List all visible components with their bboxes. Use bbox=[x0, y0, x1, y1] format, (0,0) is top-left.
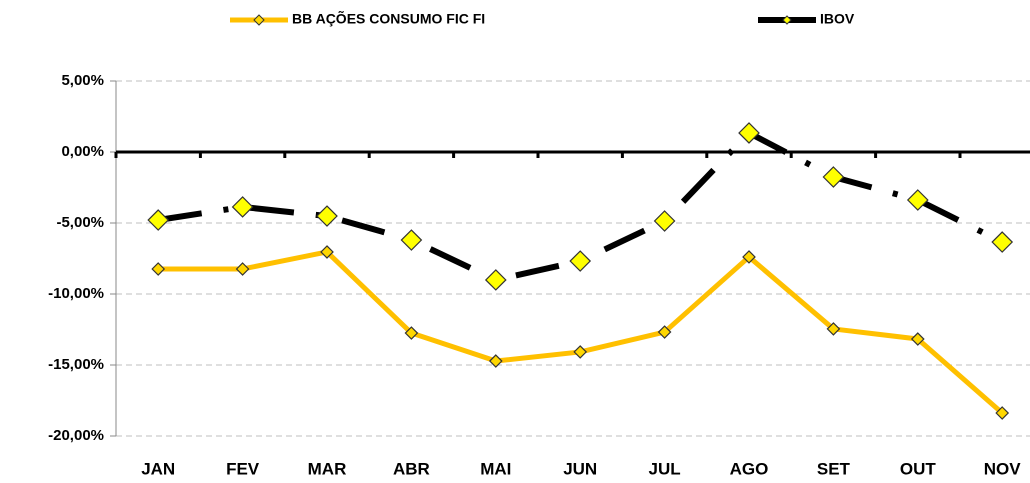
x-tick-label: ABR bbox=[393, 459, 430, 478]
marker bbox=[573, 345, 588, 359]
x-tick-label: JUN bbox=[563, 459, 597, 478]
x-tick-label: NOV bbox=[984, 459, 1022, 478]
marker bbox=[653, 210, 676, 232]
y-tick-label: -15,00% bbox=[48, 356, 104, 373]
marker bbox=[657, 325, 672, 339]
series-line bbox=[158, 249, 1004, 415]
marker bbox=[826, 322, 841, 336]
y-tick-label: 5,00% bbox=[61, 72, 104, 89]
legend-label: IBOV bbox=[820, 11, 855, 27]
x-tick-label: JAN bbox=[141, 459, 175, 478]
marker bbox=[404, 326, 419, 340]
y-tick-label: -20,00% bbox=[48, 427, 104, 444]
x-tick-label: JUL bbox=[649, 459, 681, 478]
x-tick-label: MAI bbox=[480, 459, 511, 478]
legend-label: BB AÇÕES CONSUMO FIC FI bbox=[292, 10, 485, 27]
marker bbox=[320, 245, 334, 259]
x-tick-label: OUT bbox=[900, 459, 937, 478]
marker bbox=[400, 229, 423, 251]
marker bbox=[822, 166, 845, 188]
marker bbox=[906, 189, 929, 211]
marker bbox=[484, 269, 507, 291]
x-tick-label: MAR bbox=[308, 459, 347, 478]
x-tick-label: SET bbox=[817, 459, 851, 478]
marker bbox=[231, 196, 254, 218]
x-tick-label: FEV bbox=[226, 459, 260, 478]
marker bbox=[742, 250, 756, 264]
marker bbox=[316, 205, 338, 227]
y-tick-label: -5,00% bbox=[56, 214, 104, 231]
marker bbox=[235, 262, 250, 276]
y-tick-label: -10,00% bbox=[48, 285, 104, 302]
marker bbox=[991, 231, 1014, 253]
legend-marker bbox=[782, 15, 792, 25]
y-tick-label: 0,00% bbox=[61, 143, 104, 160]
legend-marker bbox=[253, 14, 265, 26]
marker bbox=[151, 262, 166, 276]
x-tick-label: AGO bbox=[730, 459, 769, 478]
marker bbox=[147, 209, 170, 231]
marker bbox=[995, 406, 1010, 420]
marker bbox=[910, 332, 925, 346]
marker bbox=[569, 250, 592, 272]
marker bbox=[738, 122, 760, 144]
series-line bbox=[157, 129, 1004, 283]
marker bbox=[488, 354, 503, 368]
